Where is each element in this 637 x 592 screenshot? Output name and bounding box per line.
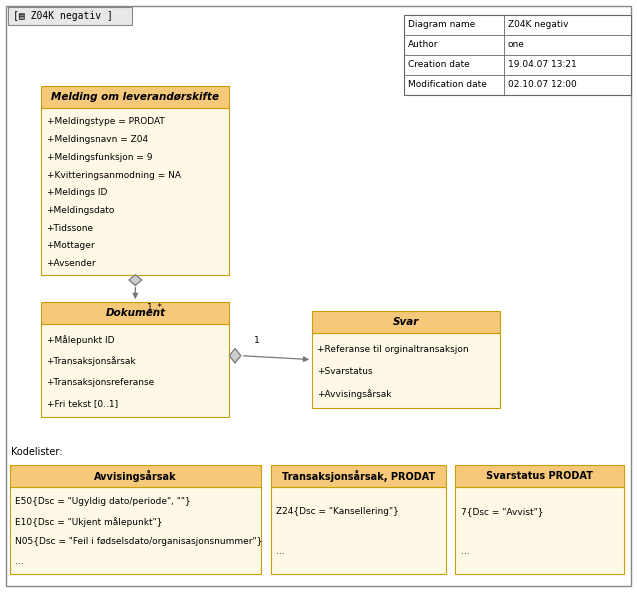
Text: +Avsender: +Avsender — [47, 259, 96, 268]
Bar — [455, 465, 624, 487]
Text: Kodelister:: Kodelister: — [11, 447, 63, 457]
Polygon shape — [229, 349, 241, 363]
Text: Avvisingsårsak: Avvisingsårsak — [94, 470, 176, 482]
Text: +Meldingsdato: +Meldingsdato — [47, 206, 115, 215]
Text: 7{Dsc = "Avvist"}: 7{Dsc = "Avvist"} — [461, 507, 543, 516]
Text: E50{Dsc = "Ugyldig dato/periode", ""}: E50{Dsc = "Ugyldig dato/periode", ""} — [15, 497, 190, 506]
Text: +Målepunkt ID: +Målepunkt ID — [47, 335, 114, 345]
Text: ...: ... — [276, 547, 285, 556]
Text: Diagram name: Diagram name — [408, 20, 476, 29]
Text: +Avvisingsårsak: +Avvisingsårsak — [317, 390, 392, 399]
Text: +Referanse til orginaltransaksjon: +Referanse til orginaltransaksjon — [317, 345, 469, 354]
Text: +Mottager: +Mottager — [47, 242, 95, 250]
Text: ...: ... — [15, 557, 24, 566]
Text: +Meldingsfunksjon = 9: +Meldingsfunksjon = 9 — [47, 153, 152, 162]
Text: Svarstatus PRODAT: Svarstatus PRODAT — [487, 471, 593, 481]
Text: +Svarstatus: +Svarstatus — [317, 367, 373, 377]
Bar — [10, 465, 261, 487]
Text: +Meldingsnavn = Z04: +Meldingsnavn = Z04 — [47, 135, 148, 144]
Text: 02.10.07 12:00: 02.10.07 12:00 — [508, 81, 576, 89]
Text: Creation date: Creation date — [408, 60, 470, 69]
Bar — [41, 324, 229, 417]
Text: Author: Author — [408, 40, 439, 49]
Text: ...: ... — [461, 547, 469, 556]
Bar — [41, 86, 229, 108]
Text: one: one — [508, 40, 525, 49]
Text: +Transaksjonsårsak: +Transaksjonsårsak — [47, 356, 136, 366]
Polygon shape — [129, 275, 142, 285]
Text: Z24{Dsc = "Kansellering"}: Z24{Dsc = "Kansellering"} — [276, 507, 399, 516]
Bar — [41, 108, 229, 275]
Text: E10{Dsc = "Ukjent målepunkt"}: E10{Dsc = "Ukjent målepunkt"} — [15, 517, 162, 527]
Text: [▤ Z04K negativ ]: [▤ Z04K negativ ] — [13, 11, 113, 21]
Text: +Transaksjonsreferanse: +Transaksjonsreferanse — [47, 378, 155, 387]
Bar — [8, 7, 132, 25]
Text: 1: 1 — [254, 336, 259, 345]
Bar — [312, 311, 500, 333]
Text: Dokument: Dokument — [105, 308, 166, 318]
Bar — [41, 302, 229, 324]
Text: Transaksjonsårsak, PRODAT: Transaksjonsårsak, PRODAT — [282, 470, 435, 482]
Text: Modification date: Modification date — [408, 81, 487, 89]
Bar — [404, 15, 631, 95]
Bar — [455, 487, 624, 574]
Bar — [10, 487, 261, 574]
Text: N05{Dsc = "Feil i fødselsdato/organisasjonsnummer"}: N05{Dsc = "Feil i fødselsdato/organisasj… — [15, 537, 262, 546]
Bar — [271, 465, 446, 487]
Text: Svar: Svar — [393, 317, 419, 327]
Text: 1..*: 1..* — [147, 303, 163, 313]
Text: +Meldingstype = PRODAT: +Meldingstype = PRODAT — [47, 117, 164, 127]
Text: Z04K negativ: Z04K negativ — [508, 20, 568, 29]
Text: +Meldings ID: +Meldings ID — [47, 188, 107, 197]
Text: Melding om leverandørskifte: Melding om leverandørskifte — [52, 92, 219, 102]
Text: +Tidssone: +Tidssone — [47, 224, 94, 233]
Bar — [271, 487, 446, 574]
Text: 19.04.07 13:21: 19.04.07 13:21 — [508, 60, 576, 69]
Text: +Kvitteringsanmodning = NA: +Kvitteringsanmodning = NA — [47, 170, 180, 179]
Text: +Fri tekst [0..1]: +Fri tekst [0..1] — [47, 399, 118, 408]
Bar — [312, 333, 500, 408]
